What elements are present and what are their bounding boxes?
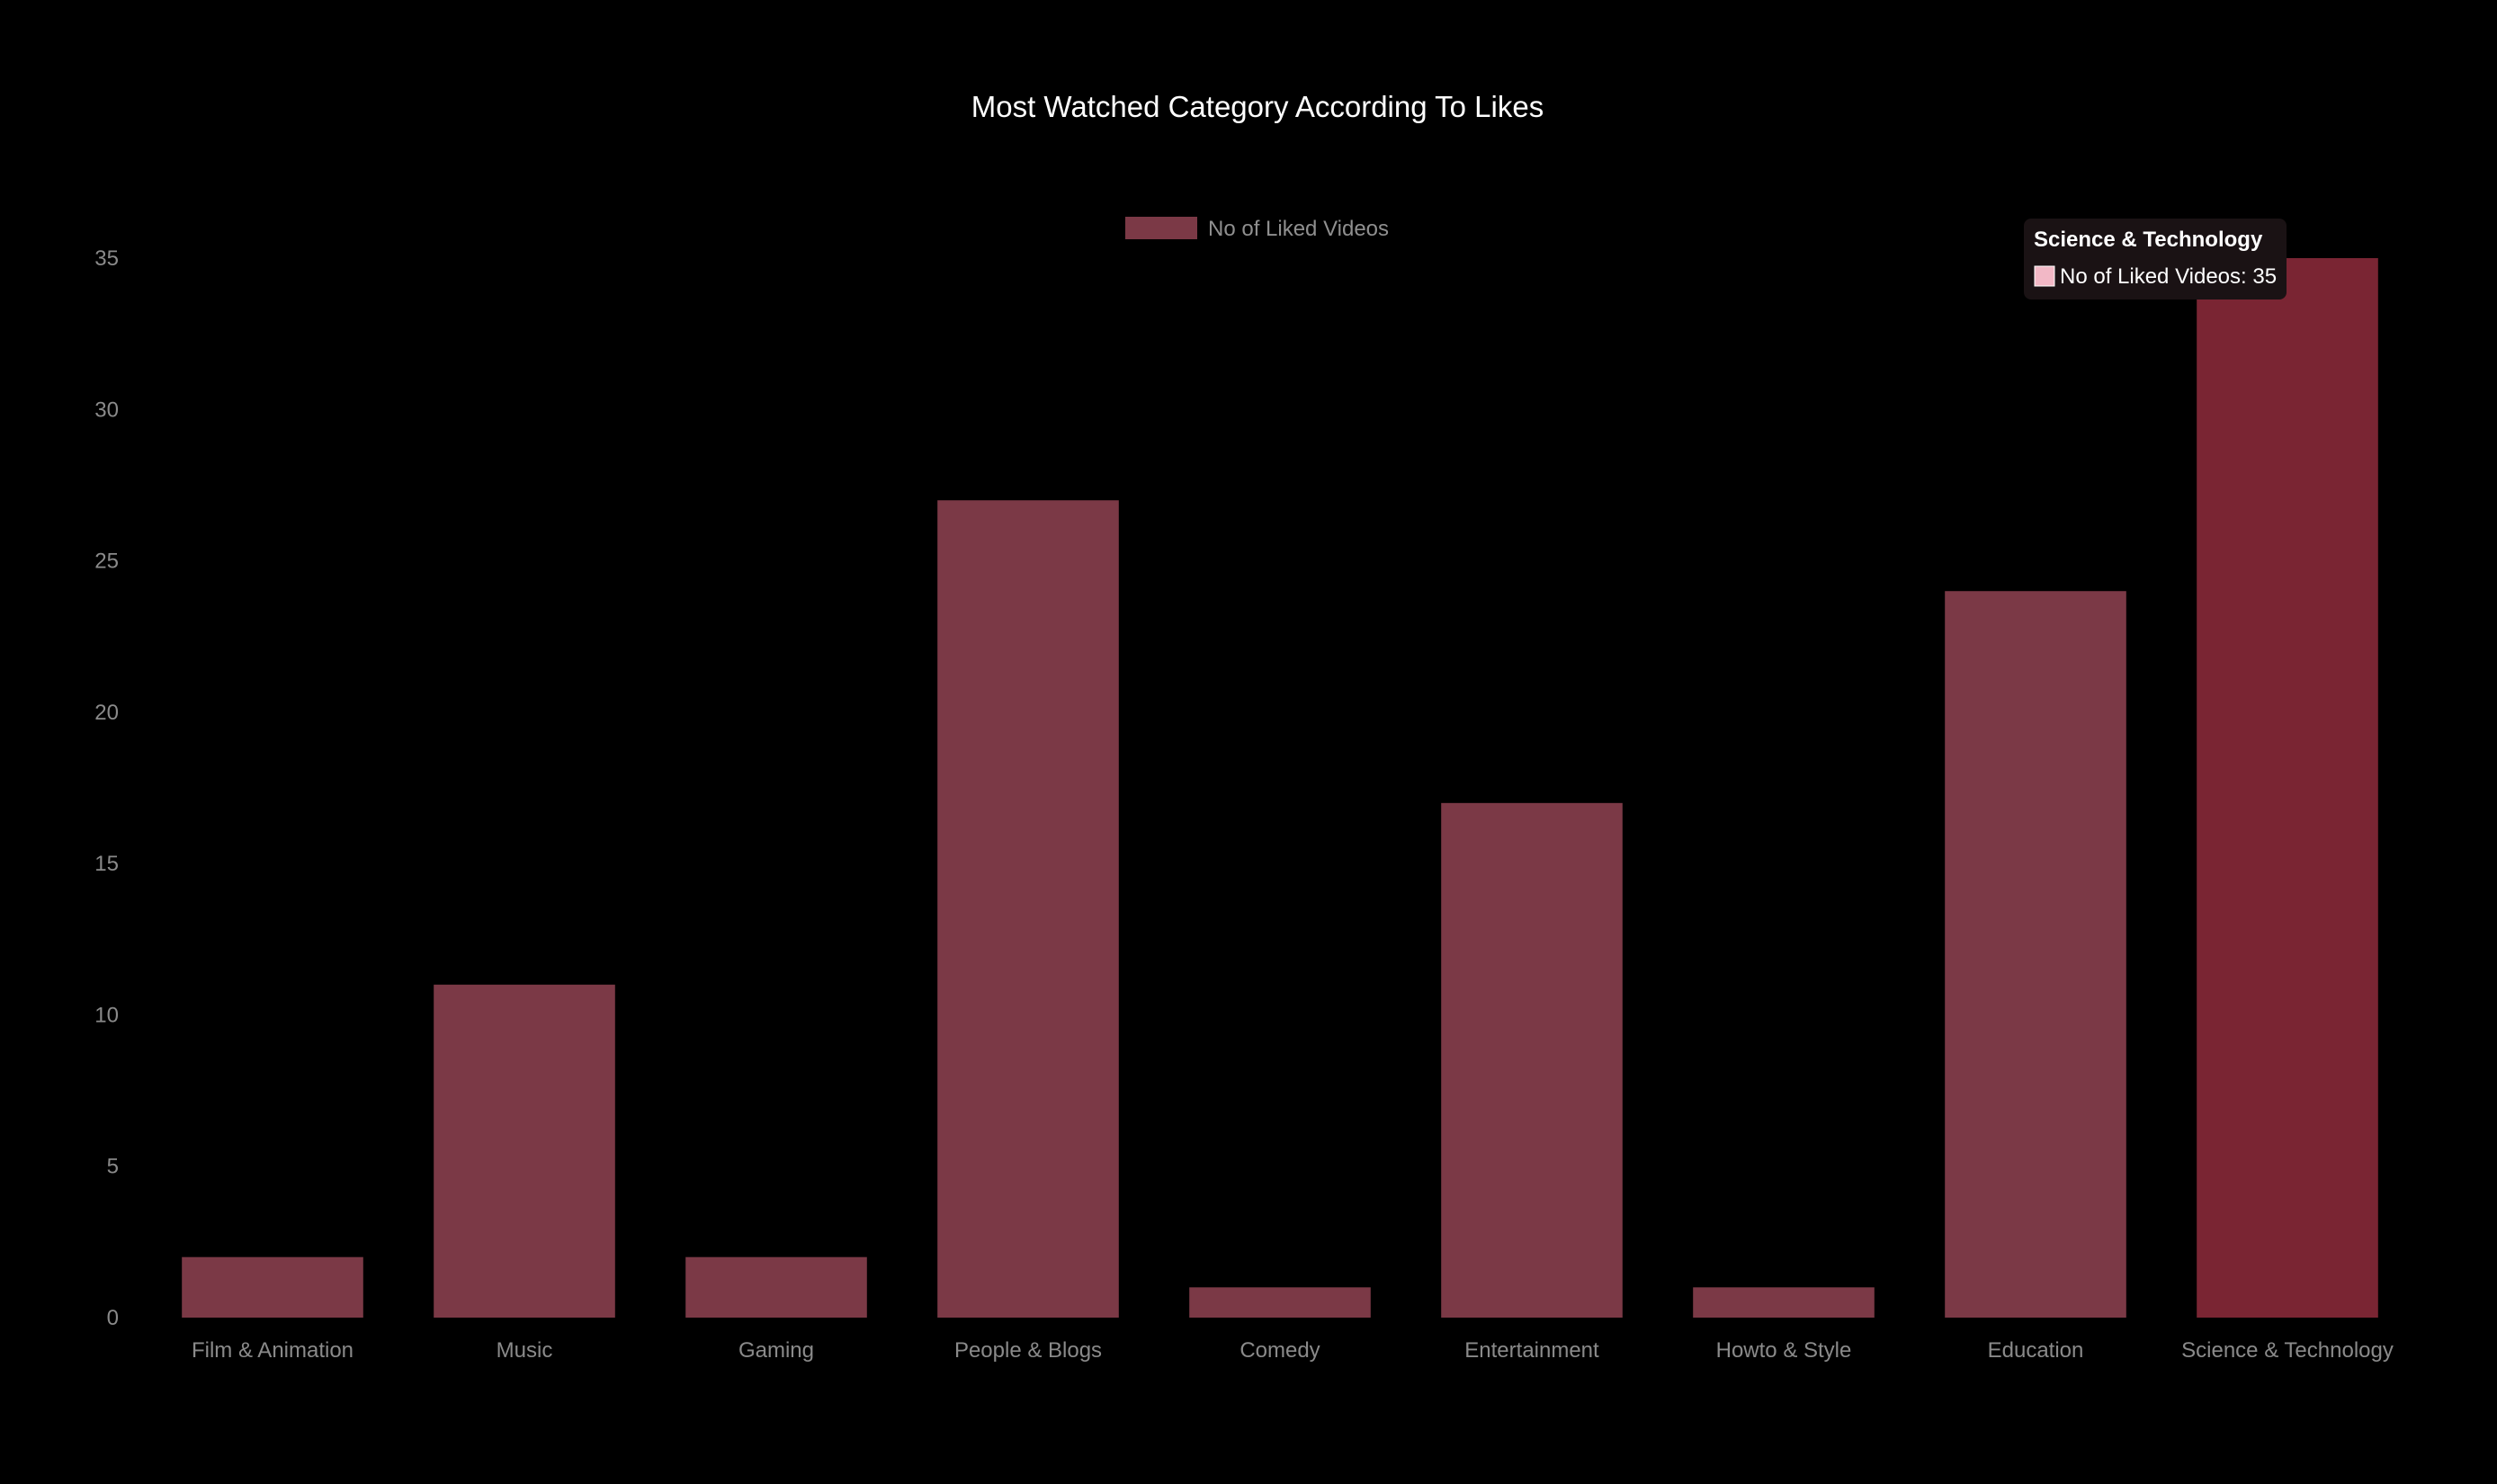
x-tick-label: Film & Animation bbox=[192, 1338, 354, 1363]
y-tick-label: 35 bbox=[94, 246, 119, 271]
y-tick-label: 30 bbox=[94, 398, 119, 422]
y-tick-label: 15 bbox=[94, 852, 119, 876]
bar[interactable] bbox=[937, 500, 1119, 1318]
y-axis: 0 5 10 15 20 25 30 35 bbox=[94, 246, 119, 1330]
x-tick-label: Gaming bbox=[738, 1338, 814, 1363]
bars bbox=[182, 258, 2378, 1318]
x-axis: Film & Animation Music Gaming People & Blog… bbox=[192, 1338, 2394, 1363]
y-tick-label: 10 bbox=[94, 1003, 119, 1027]
x-tick-label: People & Blogs bbox=[954, 1338, 1102, 1363]
legend[interactable]: No of Liked Videos bbox=[1125, 217, 1389, 241]
x-tick-label: Comedy bbox=[1240, 1338, 1320, 1363]
x-tick-label: Education bbox=[1988, 1338, 2084, 1363]
x-tick-label: Entertainment bbox=[1464, 1338, 1599, 1363]
legend-swatch bbox=[1125, 217, 1197, 239]
x-tick-label: Howto & Style bbox=[1716, 1338, 1852, 1363]
bar[interactable] bbox=[685, 1256, 867, 1318]
tooltip-title: Science & Technology bbox=[2034, 228, 2263, 252]
chart-title: Most Watched Category According To Likes bbox=[971, 90, 1544, 123]
y-tick-label: 0 bbox=[107, 1306, 119, 1330]
y-tick-label: 5 bbox=[107, 1155, 119, 1179]
y-tick-label: 25 bbox=[94, 550, 119, 574]
bar[interactable] bbox=[2197, 258, 2378, 1318]
bar[interactable] bbox=[1189, 1287, 1371, 1318]
y-tick-label: 20 bbox=[94, 701, 119, 725]
bar[interactable] bbox=[434, 984, 615, 1318]
bar[interactable] bbox=[1441, 802, 1623, 1318]
tooltip-background bbox=[2024, 219, 2287, 299]
bar[interactable] bbox=[1945, 591, 2126, 1318]
tooltip-label: No of Liked Videos: 35 bbox=[2060, 264, 2277, 289]
bar[interactable] bbox=[1693, 1287, 1875, 1318]
tooltip: Science & Technology No of Liked Videos:… bbox=[2024, 219, 2287, 299]
bar[interactable] bbox=[182, 1256, 363, 1318]
x-tick-label: Science & Technology bbox=[2181, 1338, 2394, 1363]
x-tick-label: Music bbox=[497, 1338, 553, 1363]
legend-label: No of Liked Videos bbox=[1208, 217, 1389, 241]
tooltip-swatch bbox=[2034, 265, 2055, 287]
